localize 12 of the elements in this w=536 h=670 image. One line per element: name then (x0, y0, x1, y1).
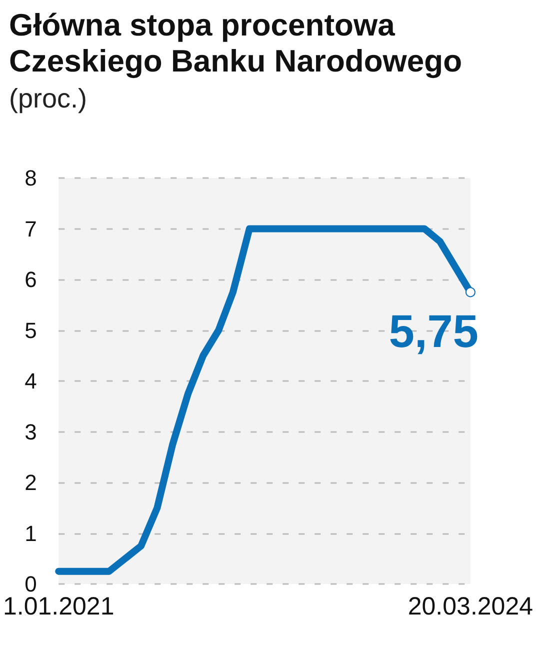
y-tick-label: 3 (24, 419, 37, 444)
y-tick-label: 1 (24, 520, 37, 546)
chart-subtitle: (proc.) (9, 84, 88, 114)
y-tick-label: 6 (24, 267, 37, 292)
y-tick-label: 4 (24, 368, 37, 394)
y-tick-label: 8 (24, 166, 37, 190)
y-tick-label: 5 (24, 318, 37, 343)
data-label: 5,75 (388, 305, 478, 358)
y-tick-label: 2 (24, 470, 37, 495)
y-tick-label: 7 (24, 216, 37, 242)
x-tick-label: 20.03.2024 (408, 592, 534, 620)
chart-title: Główna stopa procentowa Czeskiego Banku Narodowego (9, 8, 462, 78)
